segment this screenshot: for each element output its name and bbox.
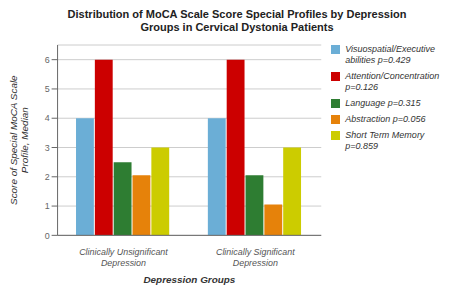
- html-text:Visuospatial/Executive abiliti: Visuospatial/Executive abilities p=0.429: [345, 44, 436, 65]
- svg-text:3: 3: [45, 143, 50, 153]
- html-text:Short Term Memory p=0.859: Short Term Memory p=0.859: [345, 130, 425, 151]
- svg-text:Clinically SignificantDepressi: Clinically SignificantDepression: [216, 247, 295, 267]
- html-text:Abstraction p=0.056: Abstraction p=0.056: [345, 114, 426, 124]
- svg-text:5: 5: [45, 84, 50, 94]
- html-text:Distribution of MoCA Scale Sco: Distribution of MoCA Scale Score Special…: [67, 8, 407, 33]
- svg-text:Score of Special MoCA ScalePro: Score of Special MoCA ScaleProfile, Medi…: [8, 75, 30, 205]
- html-text:Attention/Concentration p=0.12: Attention/Concentration p=0.126: [345, 71, 440, 92]
- svg-text:4: 4: [45, 113, 50, 123]
- svg-text:6: 6: [45, 55, 50, 65]
- html-text:Language p=0.315: Language p=0.315: [345, 98, 421, 108]
- svg-text:0: 0: [45, 231, 50, 241]
- svg-text:2: 2: [45, 172, 50, 182]
- svg-text:1: 1: [45, 201, 50, 211]
- svg-text:Depression Groups: Depression Groups: [143, 274, 235, 285]
- svg-text:Clinically UnsignificantDepres: Clinically UnsignificantDepression: [79, 247, 168, 267]
